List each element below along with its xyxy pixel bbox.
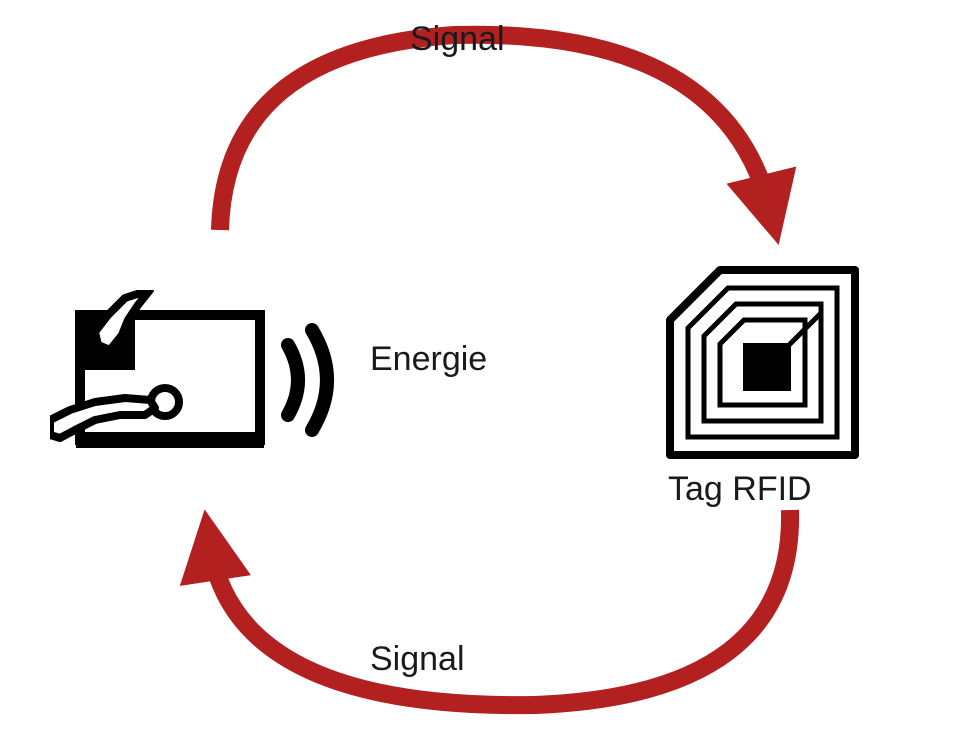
- reader-device-icon: [50, 290, 340, 470]
- tag-label: Tag RFID: [668, 470, 812, 509]
- top-signal-label: Signal: [410, 20, 505, 59]
- energy-label: Energie: [370, 340, 487, 379]
- top-arrow: [185, 0, 855, 260]
- rfid-tag-icon: [660, 260, 865, 465]
- bottom-signal-label: Signal: [370, 640, 465, 679]
- bottom-arrow: [155, 500, 855, 750]
